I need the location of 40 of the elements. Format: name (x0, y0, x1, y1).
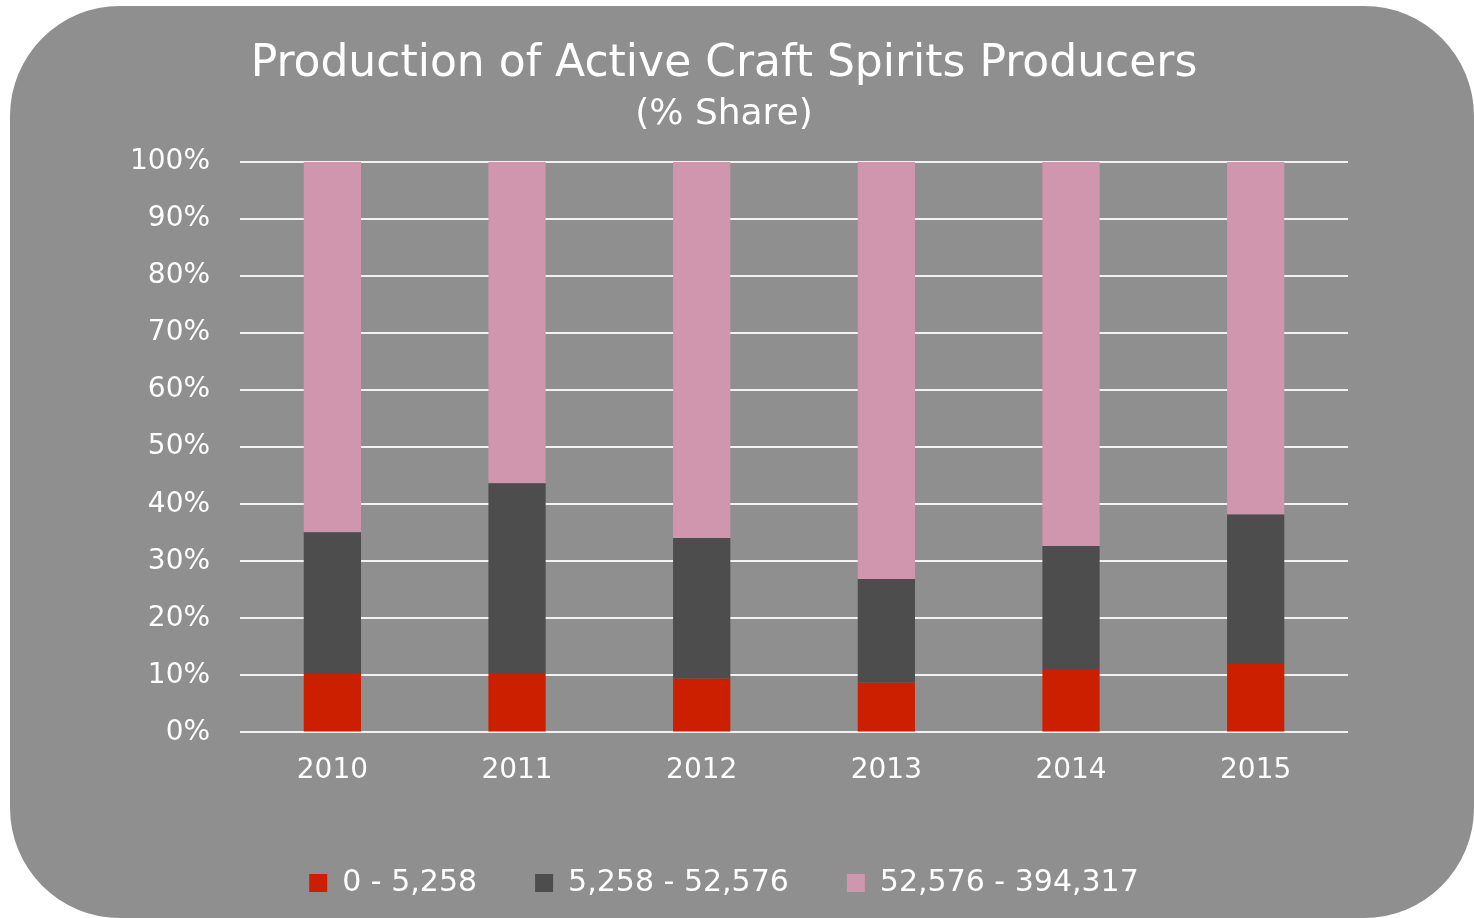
bar (1227, 663, 1285, 732)
bar (488, 673, 546, 732)
bar (303, 162, 361, 533)
chart-subtitle: (% Share) (635, 90, 813, 132)
y-tick-label: 20% (147, 599, 211, 633)
bar (488, 483, 546, 674)
bar (303, 673, 361, 732)
y-tick-label: 10% (147, 656, 211, 690)
bar (1042, 162, 1100, 546)
bar (1227, 162, 1285, 515)
x-tick-label: 2010 (296, 752, 369, 786)
bar (857, 162, 915, 579)
x-tick-label: 2014 (1035, 752, 1107, 786)
chart-title: Production of Active Craft Spirits Producers (250, 34, 1198, 86)
x-tick-label: 2011 (481, 752, 553, 786)
legend-label: 5,258 - 52,576 (568, 862, 789, 898)
y-tick-label: 90% (147, 200, 211, 234)
bar (673, 162, 731, 538)
bar (857, 682, 915, 732)
y-tick-label: 40% (147, 485, 211, 519)
bar (1042, 545, 1100, 670)
bar (1227, 514, 1285, 664)
y-tick-label: 80% (147, 257, 211, 291)
legend-label: 0 - 5,258 (342, 862, 478, 898)
x-tick-label: 2015 (1220, 752, 1292, 786)
y-tick-label: 50% (147, 428, 211, 462)
y-tick-label: 0% (165, 713, 211, 747)
bar (673, 678, 731, 732)
x-tick-label: 2012 (666, 752, 738, 786)
y-tick-label: 60% (147, 371, 211, 405)
bar (303, 532, 361, 674)
y-tick-label: 30% (147, 542, 211, 576)
bar (673, 537, 731, 679)
bar (1042, 669, 1100, 732)
y-tick-label: 70% (147, 314, 211, 348)
legend-label: 52,576 - 394,317 (879, 862, 1139, 898)
x-tick-label: 2013 (850, 752, 922, 786)
bar (488, 162, 546, 484)
y-tick-label: 100% (129, 143, 211, 177)
bar (857, 578, 915, 683)
